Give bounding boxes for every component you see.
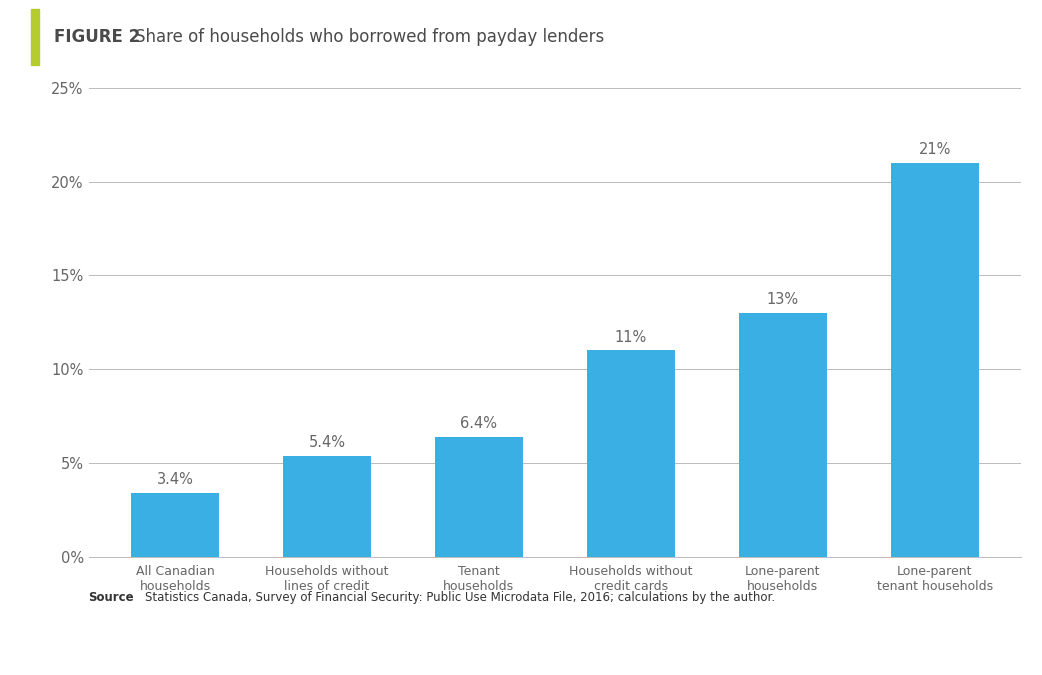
Text: 5.4%: 5.4% [308, 435, 346, 450]
Text: 21%: 21% [918, 142, 951, 157]
Bar [131, 493, 219, 557]
Bar [31, 9, 39, 65]
Bar [435, 437, 523, 557]
Text: 3.4%: 3.4% [156, 472, 194, 487]
Text: Source: Source [89, 591, 134, 604]
Text: 6.4%: 6.4% [461, 416, 497, 431]
Text: Share of households who borrowed from payday lenders: Share of households who borrowed from pa… [135, 28, 604, 46]
Text: FIGURE 2: FIGURE 2 [54, 28, 141, 46]
Bar [587, 350, 675, 557]
Bar [891, 163, 978, 557]
Bar [282, 456, 371, 557]
Text: 13%: 13% [767, 292, 799, 307]
Text: Statistics Canada, Survey of Financial Security: Public Use Microdata File, 2016: Statistics Canada, Survey of Financial S… [145, 591, 775, 604]
Bar [739, 313, 827, 557]
Text: 11%: 11% [615, 330, 647, 345]
